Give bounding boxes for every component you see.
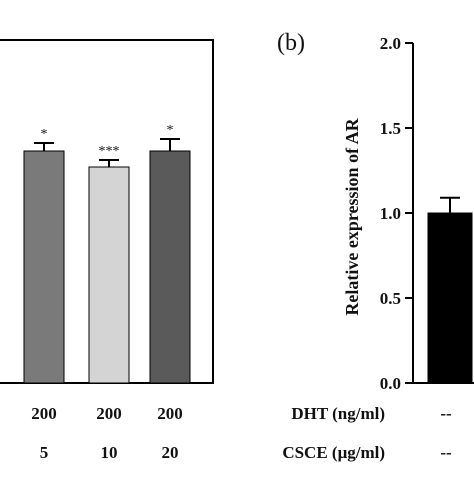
x-row-value: 200	[96, 404, 122, 423]
bar	[23, 150, 65, 384]
x-row-value: 10	[101, 443, 118, 462]
significance-marker: *	[167, 123, 174, 138]
y-tick-label: 1.0	[380, 204, 401, 223]
bar	[88, 166, 130, 384]
x-row-value: 5	[40, 443, 49, 462]
bar	[427, 212, 473, 384]
panel-b-label: (b)	[277, 30, 305, 56]
panel-b: (b) 0.0 0.5 1.0 1.5 2.0 Relative expression …	[277, 30, 474, 462]
x-row-value: --	[440, 443, 452, 462]
significance-marker: *	[41, 127, 48, 142]
x-row-value: 200	[157, 404, 183, 423]
x-row-value: 20	[162, 443, 179, 462]
x-row-value: --	[440, 404, 452, 423]
significance-marker: ***	[99, 144, 120, 159]
x-row-label: DHT (ng/ml)	[291, 404, 385, 423]
x-row-label: CSCE (μg/ml)	[282, 443, 385, 462]
y-tick-label: 0.0	[380, 374, 401, 393]
x-row-value: 200	[31, 404, 57, 423]
panel-b-y-axis-label: Relative expression of AR	[342, 117, 362, 315]
bar	[149, 150, 191, 384]
y-tick-label: 0.5	[380, 289, 401, 308]
y-tick-label: 2.0	[380, 34, 401, 53]
y-tick-label: 1.5	[380, 119, 401, 138]
